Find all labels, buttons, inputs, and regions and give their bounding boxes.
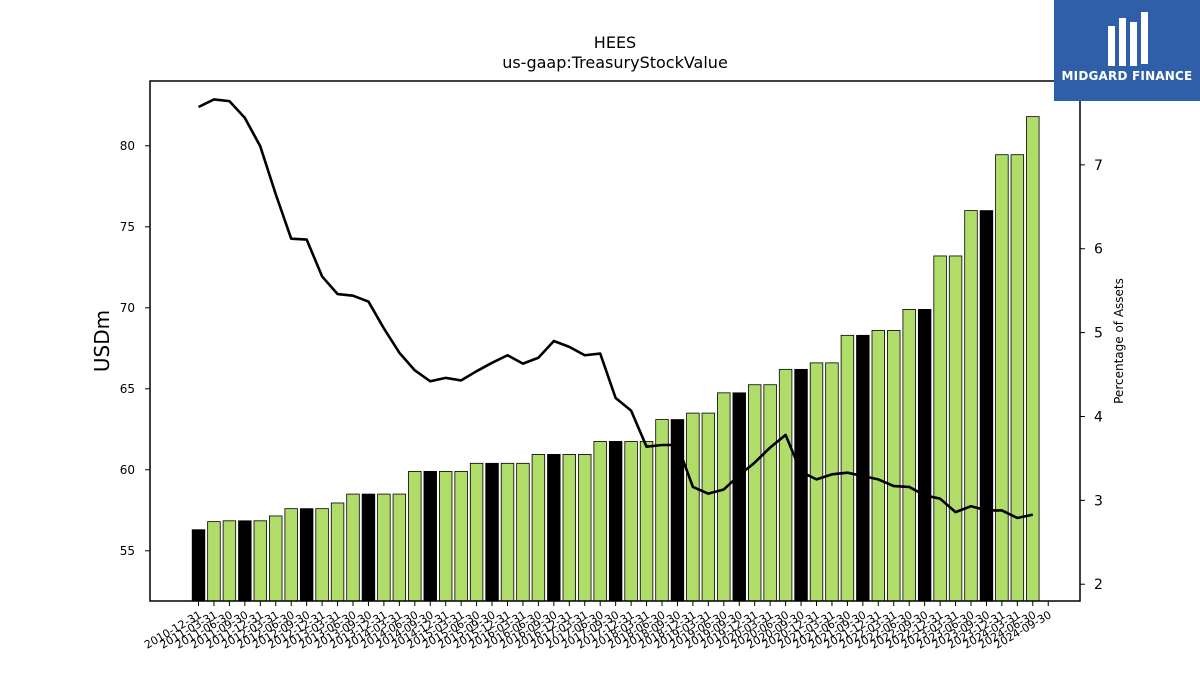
bar — [284, 508, 298, 602]
bar — [315, 508, 329, 602]
chart-title: HEES — [594, 33, 636, 52]
bar — [686, 412, 700, 602]
bars-layer — [191, 116, 1040, 602]
bar — [454, 470, 468, 602]
bar — [593, 441, 607, 602]
bar — [423, 470, 437, 602]
y-axis-left: 55 60 65 70 75 80 — [120, 139, 150, 558]
bar — [948, 255, 963, 602]
bar — [1010, 154, 1025, 602]
bar — [732, 392, 746, 602]
y-axis-right: 2 3 4 5 6 7 — [1080, 158, 1103, 593]
bar — [887, 330, 901, 602]
bar — [222, 520, 237, 602]
bar — [408, 470, 422, 602]
y-tick-label: 60 — [120, 463, 135, 477]
bar — [207, 521, 221, 602]
bar — [469, 462, 484, 602]
bar — [485, 462, 499, 602]
bar — [1026, 116, 1040, 602]
bar — [531, 453, 546, 602]
bar — [701, 412, 716, 602]
line-layer — [197, 98, 1034, 520]
y2-tick-label: 7 — [1094, 158, 1103, 174]
bar — [562, 453, 577, 602]
bar — [377, 493, 391, 602]
series-line — [197, 98, 1034, 520]
plot-frame — [149, 80, 1081, 602]
chart-subtitle: us-gaap:TreasuryStockValue — [502, 53, 728, 72]
bar — [917, 309, 932, 602]
bar — [392, 493, 407, 602]
bar — [871, 330, 886, 602]
bar — [361, 493, 376, 602]
bar — [794, 368, 808, 602]
bar — [608, 441, 623, 602]
bar — [547, 453, 561, 602]
y2-axis-label: Percentage of Assets — [1112, 278, 1126, 404]
bar — [438, 470, 453, 602]
y-tick-label: 70 — [120, 301, 135, 315]
brand-logo: MIDGARD FINANCE — [1054, 0, 1200, 101]
bar — [763, 384, 777, 602]
bar — [238, 520, 252, 602]
bar — [269, 515, 283, 602]
y-tick-label: 65 — [120, 382, 135, 396]
bar — [500, 462, 515, 602]
y2-tick-label: 5 — [1094, 326, 1103, 342]
bar — [809, 362, 824, 602]
x-axis: 2010-12-312011-03-312011-06-302011-09-30… — [142, 601, 1054, 652]
bar — [933, 255, 947, 602]
y2-tick-label: 3 — [1094, 493, 1103, 509]
midgard-logo-icon — [1108, 12, 1148, 66]
y2-tick-label: 2 — [1094, 577, 1103, 593]
bar — [191, 529, 206, 602]
y2-tick-label: 6 — [1094, 242, 1103, 258]
bar — [778, 368, 793, 602]
bar — [964, 210, 978, 602]
bar — [979, 210, 994, 602]
y2-tick-label: 4 — [1094, 409, 1103, 425]
bar — [825, 362, 839, 602]
y-tick-label: 55 — [120, 544, 135, 558]
y-tick-label: 80 — [120, 139, 135, 153]
bar — [299, 508, 314, 602]
bar — [330, 502, 345, 602]
y-axis-label: USDm — [90, 310, 114, 372]
bar — [995, 154, 1009, 602]
bar — [346, 493, 360, 602]
bar — [624, 441, 638, 602]
bar — [748, 384, 762, 602]
bar — [516, 462, 530, 602]
bar — [902, 309, 916, 602]
bar — [856, 334, 870, 602]
bar — [578, 453, 592, 602]
brand-name: MIDGARD FINANCE — [1061, 69, 1193, 83]
bar — [717, 392, 731, 602]
bar — [840, 334, 855, 602]
bar — [639, 441, 654, 602]
y-tick-label: 75 — [120, 220, 135, 234]
bar — [253, 520, 268, 602]
